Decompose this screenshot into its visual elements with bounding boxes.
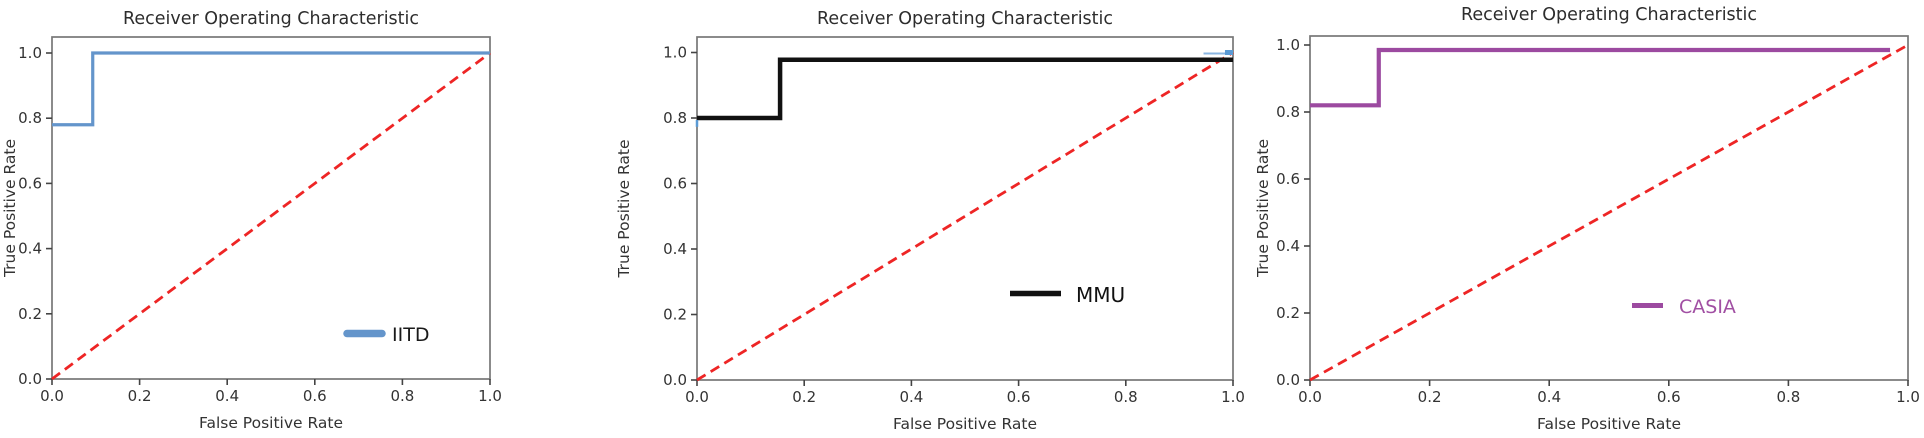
x-tick-label: 0.0	[1298, 388, 1322, 406]
chart-title: Receiver Operating Characteristic	[817, 9, 1113, 29]
x-tick-label: 0.0	[685, 388, 709, 406]
y-tick-label: 0.8	[1276, 103, 1300, 121]
legend-label: MMU	[1076, 283, 1125, 307]
y-axis-label: True Positive Rate	[1, 139, 19, 278]
x-tick-label: 0.4	[899, 388, 923, 406]
y-tick-label: 0.2	[1276, 304, 1300, 322]
y-tick-label: 0.4	[663, 240, 687, 258]
roc-curve-casia	[1310, 47, 1891, 108]
axes-frame	[696, 36, 1234, 381]
x-tick-label: 0.8	[1776, 388, 1800, 406]
y-tick-label: 0.0	[1276, 371, 1300, 389]
axes-frame	[1309, 35, 1909, 381]
diagonal-reference-line	[696, 51, 1234, 382]
x-axis-label: False Positive Rate	[199, 414, 343, 432]
y-tick-label: 0.2	[18, 305, 42, 323]
x-tick-label: 0.6	[1007, 388, 1031, 406]
x-tick-label: 0.8	[390, 387, 414, 405]
y-tick-label: 0.6	[663, 175, 687, 193]
x-axis-label: False Positive Rate	[893, 415, 1037, 433]
x-tick-label: 0.0	[40, 387, 64, 405]
roc-curve-mmu	[697, 57, 1233, 121]
x-tick-label: 1.0	[1896, 388, 1920, 406]
y-tick-label: 0.2	[663, 306, 687, 324]
roc-panel-mmu: 0.0 0.2 0.4 0.6 0.8 1.0 0.0 0.2 0.4 0.6 0.8 1.0 Rece…	[615, 9, 1245, 433]
y-tick-label: 0.8	[663, 109, 687, 127]
y-tick-label: 0.8	[18, 109, 42, 127]
y-tick-label: 1.0	[1276, 36, 1300, 54]
legend-label: IITD	[392, 324, 429, 346]
roc-panel-casia: 0.0 0.2 0.4 0.6 0.8 1.0 0.0 0.2 0.4 0.6 0.8 1.0 Rece…	[1254, 5, 1920, 433]
axes-frame	[51, 36, 491, 380]
y-tick-label: 0.6	[1276, 170, 1300, 188]
chart-title: Receiver Operating Characteristic	[123, 9, 419, 29]
legend-label: CASIA	[1679, 296, 1736, 318]
y-tick-label: 0.4	[1276, 237, 1300, 255]
x-tick-label: 0.4	[215, 387, 239, 405]
y-tick-label: 1.0	[18, 44, 42, 62]
y-axis-label: True Positive Rate	[615, 139, 633, 278]
x-tick-label: 0.2	[128, 387, 152, 405]
x-axis-label: False Positive Rate	[1537, 415, 1681, 433]
roc-curve-iitd	[52, 51, 490, 127]
x-tick-label: 0.6	[1657, 388, 1681, 406]
roc-panel-iitd: 0.0 0.2 0.4 0.6 0.8 1.0 0.0 0.2 0.4 0.6 0.8 1.0 Rece…	[1, 9, 502, 432]
x-tick-label: 0.2	[1418, 388, 1442, 406]
x-tick-label: 0.4	[1537, 388, 1561, 406]
x-tick-label: 0.8	[1114, 388, 1138, 406]
y-axis-label: True Positive Rate	[1254, 139, 1272, 278]
x-tick-label: 0.2	[792, 388, 816, 406]
y-tick-label: 0.0	[663, 371, 687, 389]
x-tick-label: 0.6	[303, 387, 327, 405]
x-tick-label: 1.0	[478, 387, 502, 405]
y-tick-label: 1.0	[663, 44, 687, 62]
y-tick-label: 0.6	[18, 174, 42, 192]
x-tick-label: 1.0	[1221, 388, 1245, 406]
diagonal-reference-line	[51, 51, 491, 381]
diagonal-reference-line	[1309, 43, 1909, 382]
chart-title: Receiver Operating Characteristic	[1461, 5, 1757, 25]
y-tick-label: 0.0	[18, 370, 42, 388]
y-tick-label: 0.4	[18, 240, 42, 258]
